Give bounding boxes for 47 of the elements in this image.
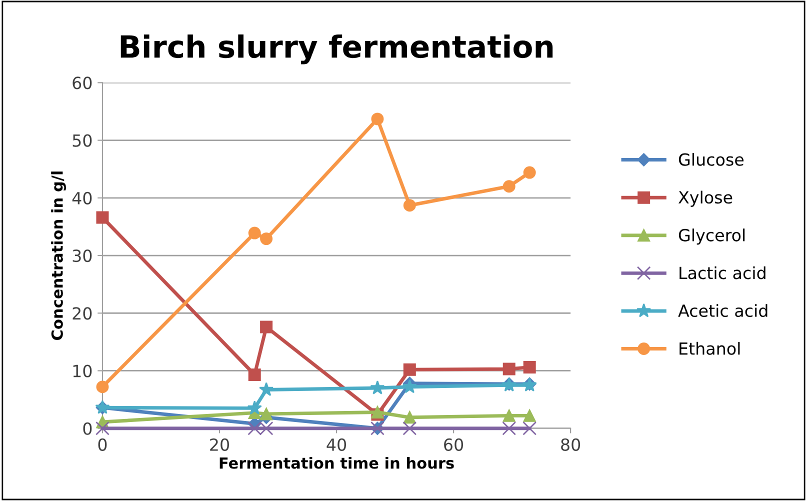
point bbox=[259, 382, 274, 396]
point bbox=[96, 211, 109, 224]
y-tick-label: 0 bbox=[83, 422, 92, 435]
y-tick-label: 60 bbox=[72, 76, 92, 90]
point bbox=[523, 409, 536, 422]
point bbox=[260, 320, 273, 334]
point bbox=[402, 421, 417, 436]
point bbox=[522, 421, 537, 436]
y-tick-label: 50 bbox=[72, 134, 92, 147]
point bbox=[502, 421, 516, 436]
legend-label: Ethanol bbox=[680, 342, 740, 355]
point bbox=[371, 112, 384, 126]
legend-label: Glycerol bbox=[678, 228, 745, 245]
point bbox=[523, 361, 536, 374]
point bbox=[371, 406, 384, 418]
point bbox=[260, 408, 273, 420]
y-tick-label: 40 bbox=[72, 192, 92, 204]
point bbox=[523, 166, 536, 179]
point bbox=[502, 362, 516, 376]
y-axis-title: Concentration in g/l bbox=[51, 172, 66, 340]
y-tick-label: 20 bbox=[72, 307, 92, 320]
point bbox=[402, 379, 417, 394]
chart-title: Birch slurry fermentation bbox=[120, 34, 553, 64]
legend-label: Glucose bbox=[678, 152, 744, 166]
point bbox=[403, 363, 416, 376]
x-tick-label: 60 bbox=[444, 438, 464, 451]
point bbox=[96, 421, 110, 436]
point bbox=[248, 368, 261, 382]
point bbox=[403, 199, 416, 212]
x-tick-label: 20 bbox=[210, 438, 229, 451]
legend-label: Xylose bbox=[678, 190, 732, 207]
x-tick-label: 80 bbox=[561, 438, 580, 451]
legend-label: Lactic acid bbox=[680, 266, 766, 280]
point bbox=[370, 380, 385, 394]
x-axis-title: Fermentation time in hours bbox=[220, 456, 454, 469]
point bbox=[502, 409, 516, 422]
legend-label: Acetic acid bbox=[678, 304, 768, 318]
y-tick-label: 30 bbox=[72, 249, 92, 262]
y-tick-label: 10 bbox=[73, 364, 92, 378]
x-tick-label: 0 bbox=[98, 438, 107, 451]
point bbox=[247, 400, 262, 415]
point bbox=[248, 226, 261, 240]
point bbox=[403, 411, 416, 424]
point bbox=[260, 232, 273, 246]
point bbox=[502, 180, 516, 193]
x-tick-label: 40 bbox=[326, 438, 346, 451]
point bbox=[96, 380, 109, 394]
